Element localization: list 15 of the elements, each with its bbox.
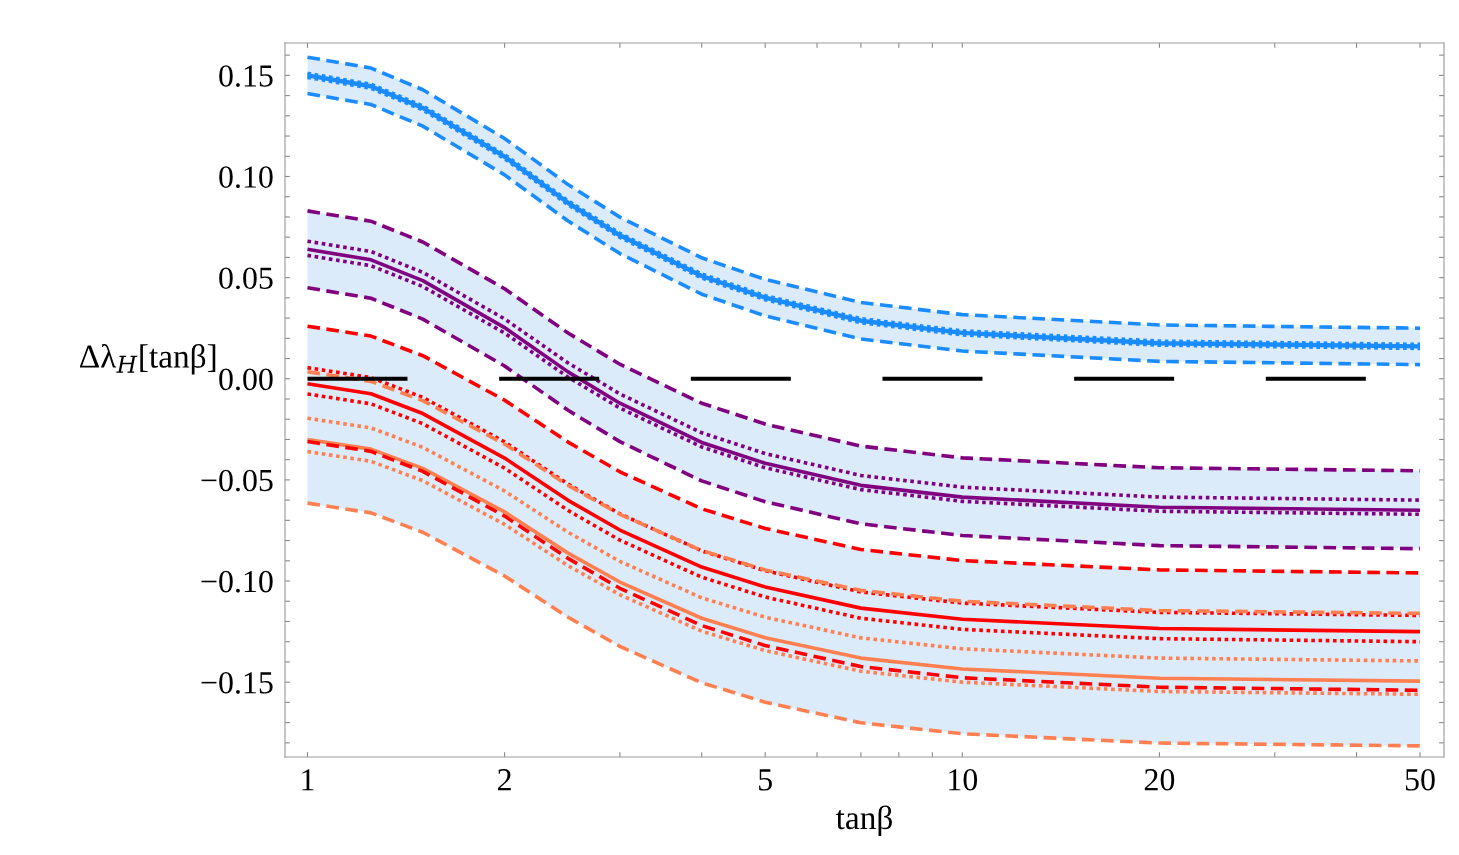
y-tick-label: −0.15 <box>201 672 273 694</box>
y-tick-label: 0.15 <box>219 65 273 87</box>
x-tick-label: 10 <box>949 769 978 791</box>
y-axis-title: Δλ$_{H}$[tanβ] <box>80 344 216 375</box>
x-tick-label: 1 <box>302 769 314 791</box>
y-tick-label: 0.00 <box>219 368 273 391</box>
y-tick-label: −0.10 <box>201 570 273 593</box>
y-tick-label: −0.05 <box>201 469 273 492</box>
x-tick-label: 50 <box>1405 769 1435 791</box>
y-tick-label: 0.05 <box>219 267 273 290</box>
y-tick-label: 0.10 <box>219 166 273 189</box>
x-tick-label: 5 <box>759 769 772 791</box>
x-tick-label: 2 <box>498 769 511 791</box>
x-axis-title: tanβ <box>835 805 892 836</box>
x-tick-label: 20 <box>1144 769 1175 791</box>
